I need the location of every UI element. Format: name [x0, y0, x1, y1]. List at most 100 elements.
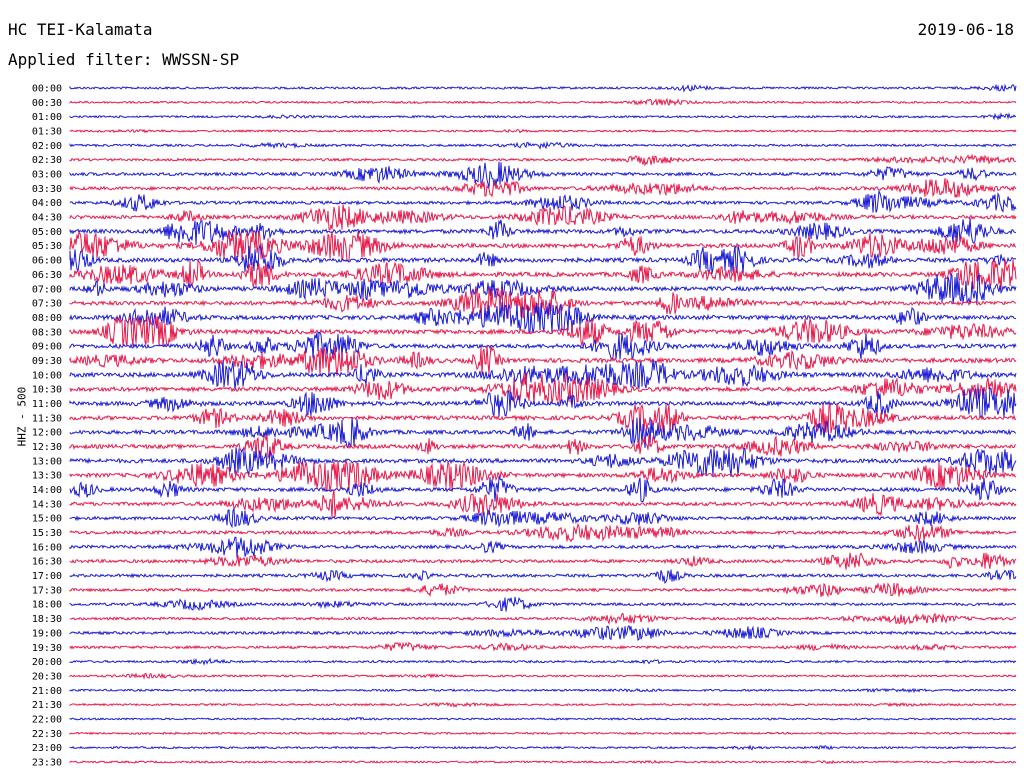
trace-line — [69, 522, 1017, 543]
trace-line — [69, 506, 1017, 529]
row-time-label: 19:00 — [32, 628, 62, 639]
trace-line — [69, 112, 1017, 121]
row-time-label: 20:30 — [32, 671, 62, 682]
trace-line — [69, 402, 1017, 434]
row-time-label: 21:00 — [32, 686, 62, 697]
trace-line — [69, 178, 1017, 198]
trace-line — [69, 97, 1017, 107]
row-time-label: 18:00 — [32, 600, 62, 611]
row-time-label: 02:00 — [32, 141, 62, 152]
row-time-label: 04:30 — [32, 213, 62, 224]
trace-line — [69, 447, 1017, 478]
row-time-label: 01:00 — [32, 112, 62, 123]
row-time-label: 16:30 — [32, 557, 62, 568]
trace-line — [69, 641, 1017, 652]
trace-line — [69, 243, 1017, 275]
trace-line — [69, 387, 1017, 419]
trace-line — [69, 475, 1017, 502]
row-time-label: 20:00 — [32, 657, 62, 668]
row-time-label: 03:30 — [32, 184, 62, 195]
row-time-label: 07:00 — [32, 284, 62, 295]
row-time-label: 21:30 — [32, 700, 62, 711]
trace-line — [69, 759, 1017, 765]
trace-line — [69, 229, 1017, 262]
row-time-label: 23:30 — [32, 757, 62, 768]
row-time-label: 22:30 — [32, 729, 62, 740]
row-time-label: 13:30 — [32, 471, 62, 482]
date-label: 2019-06-18 — [917, 20, 1014, 39]
trace-line — [69, 489, 1017, 518]
row-time-label: 06:00 — [32, 256, 62, 267]
trace-line — [69, 315, 1017, 347]
row-time-label: 15:00 — [32, 514, 62, 525]
trace-line — [69, 189, 1017, 213]
trace-line — [69, 744, 1017, 751]
row-time-label: 02:30 — [32, 155, 62, 166]
filter-label: Applied filter: WWSSN-SP — [8, 50, 240, 69]
row-time-label: 12:00 — [32, 428, 62, 439]
row-time-label: 17:00 — [32, 571, 62, 582]
row-time-label: 05:30 — [32, 241, 62, 252]
row-time-label: 00:30 — [32, 98, 62, 109]
row-time-label: 19:30 — [32, 643, 62, 654]
row-time-label: 12:30 — [32, 442, 62, 453]
row-time-label: 15:30 — [32, 528, 62, 539]
row-time-label: 04:00 — [32, 198, 62, 209]
row-time-label: 08:00 — [32, 313, 62, 324]
trace-line — [69, 83, 1017, 93]
trace-line — [69, 359, 1017, 391]
row-time-label: 01:30 — [32, 127, 62, 138]
row-time-label: 09:00 — [32, 342, 62, 353]
row-time-label: 22:00 — [32, 714, 62, 725]
row-time-label: 00:00 — [32, 84, 62, 95]
row-time-label: 11:00 — [32, 399, 62, 410]
row-time-label: 17:30 — [32, 585, 62, 596]
row-time-label: 23:00 — [32, 743, 62, 754]
trace-line — [69, 657, 1017, 666]
trace-line — [69, 272, 1017, 305]
trace-line — [69, 612, 1017, 626]
row-time-label: 14:00 — [32, 485, 62, 496]
trace-line — [69, 672, 1017, 680]
station-title: HC TEI-Kalamata — [8, 20, 153, 39]
trace-line — [69, 434, 1017, 460]
trace-line — [69, 731, 1017, 736]
trace-line — [69, 416, 1017, 449]
trace-line — [69, 128, 1017, 134]
row-time-label: 18:30 — [32, 614, 62, 625]
row-time-label: 07:30 — [32, 299, 62, 310]
trace-line — [69, 596, 1017, 612]
trace-line — [69, 569, 1017, 584]
trace-line — [69, 687, 1017, 694]
row-time-label: 14:30 — [32, 499, 62, 510]
trace-line — [69, 153, 1017, 167]
trace-line — [69, 344, 1017, 376]
row-time-label: 16:00 — [32, 542, 62, 553]
row-time-label: 09:30 — [32, 356, 62, 367]
trace-line — [69, 701, 1017, 708]
trace-line — [69, 259, 1017, 291]
trace-line — [69, 140, 1017, 150]
row-time-label: 13:00 — [32, 456, 62, 467]
row-time-label: 03:00 — [32, 170, 62, 181]
trace-line — [69, 161, 1017, 188]
trace-line — [69, 287, 1017, 320]
row-time-label: 06:30 — [32, 270, 62, 281]
trace-line — [69, 217, 1017, 246]
trace-line — [69, 302, 1017, 334]
trace-line — [69, 624, 1017, 641]
row-time-label: 10:30 — [32, 385, 62, 396]
trace-line — [69, 536, 1017, 558]
trace-line — [69, 372, 1017, 406]
row-time-label: 11:30 — [32, 413, 62, 424]
trace-line — [69, 204, 1017, 231]
trace-line — [69, 582, 1017, 598]
trace-line — [69, 331, 1017, 360]
row-time-label: 10:00 — [32, 370, 62, 381]
row-time-label: 05:00 — [32, 227, 62, 238]
trace-line — [69, 716, 1017, 721]
trace-line — [69, 552, 1017, 570]
trace-line — [69, 460, 1017, 492]
row-time-label: 08:30 — [32, 327, 62, 338]
